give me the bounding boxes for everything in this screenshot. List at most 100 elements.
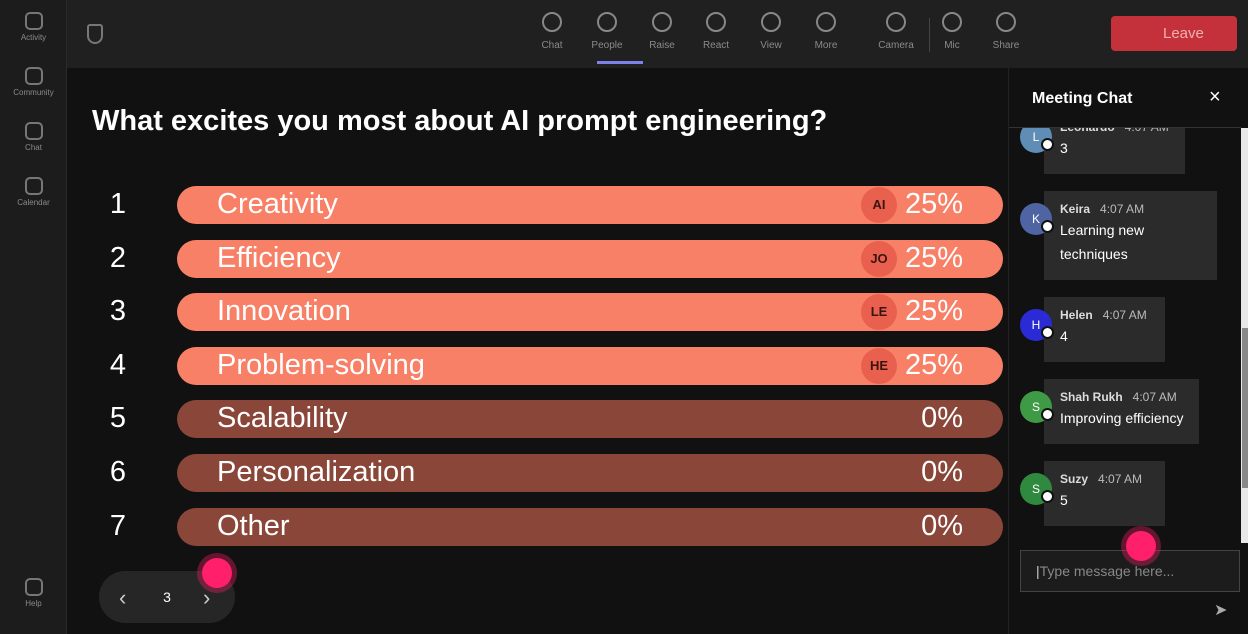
send-button[interactable]: ➤: [1214, 602, 1228, 619]
toolbar-icon: [597, 12, 617, 32]
toolbar-label: Chat: [541, 40, 563, 51]
chat-title: Meeting Chat: [1032, 90, 1133, 107]
option-number: 6: [109, 456, 127, 488]
rail-icon: [24, 122, 43, 140]
toolbar-label: People: [591, 40, 623, 51]
sender: Leonardo 4:07 AM: [1060, 127, 1169, 134]
toolbar-button[interactable]: Share: [981, 12, 1031, 51]
rail-icon: [24, 578, 43, 596]
toolbar-label: More: [814, 40, 838, 51]
option-number: 7: [109, 509, 127, 542]
message-bubble: Keira 4:07 AM Learning new techniques: [1044, 191, 1217, 280]
rail-item[interactable]: Activity: [0, 12, 67, 42]
message-text: Learning new techniques: [1060, 222, 1145, 262]
option-label: Efficiency: [217, 241, 341, 274]
scrollbar: [1241, 128, 1248, 543]
timestamp: 4:07 AM: [1132, 390, 1177, 404]
toolbar-label: Mic: [944, 40, 960, 51]
message-list: L Leonardo 4:07 AM 3 K Keira 4:07 AM Learning n…: [1009, 127, 1241, 543]
toolbar-icon: [942, 12, 962, 32]
toolbar-button[interactable]: More: [801, 12, 851, 51]
option-number: 5: [109, 402, 127, 435]
option-percent: 25%: [904, 348, 963, 381]
message-text: Improving efficiency: [1060, 410, 1184, 426]
option-bar[interactable]: Personalization 0%: [177, 454, 1003, 492]
toolbar-button[interactable]: Camera: [871, 12, 921, 51]
rail-item[interactable]: Community: [0, 67, 67, 97]
toolbar-button[interactable]: React: [691, 12, 741, 51]
sender-name: Helen: [1060, 308, 1093, 322]
rail-label: Activity: [20, 33, 47, 42]
toolbar-button[interactable]: View: [746, 12, 796, 51]
option-bar[interactable]: Other 0%: [177, 507, 1003, 546]
option-bar[interactable]: Innovation LE 25%: [177, 293, 1003, 332]
leave-button[interactable]: Leave: [1111, 16, 1237, 51]
poll-question: What excites you most about AI prompt en…: [92, 105, 828, 137]
toolbar-icon: [996, 12, 1016, 32]
rail-item[interactable]: Chat: [0, 122, 67, 152]
voter-avatar: AI: [861, 187, 897, 223]
option-bar[interactable]: Efficiency JO 25%: [177, 239, 1003, 278]
shield-icon: [87, 24, 103, 44]
option-number: 1: [109, 188, 127, 220]
divider: [929, 18, 930, 52]
chat-message: S Suzy 4:07 AM 5: [1009, 461, 1217, 526]
avatar: K: [1020, 203, 1054, 235]
chat-message: L Leonardo 4:07 AM 3: [1009, 127, 1217, 174]
timestamp: 4:07 AM: [1124, 127, 1169, 134]
rail-label: Chat: [25, 143, 42, 152]
voter-avatar: JO: [861, 240, 897, 277]
prev-button[interactable]: ‹: [119, 585, 127, 610]
toolbar-label: Raise: [649, 40, 675, 51]
avatar: L: [1020, 128, 1054, 153]
chat-message: K Keira 4:07 AM Learning new techniques: [1009, 191, 1217, 280]
next-button[interactable]: ›: [203, 585, 211, 610]
message-text: 4: [1060, 328, 1068, 344]
sender-name: Leonardo: [1060, 127, 1115, 134]
toolbar-label: View: [760, 40, 782, 51]
rail-label: Community: [13, 88, 54, 97]
option-label: Other: [217, 509, 290, 542]
toolbar: Chat People Raise React View More Camera Mic Sha…: [67, 0, 1248, 68]
app-rail: Activity Community Chat Calendar Help: [0, 0, 67, 634]
avatar: S: [1020, 391, 1054, 423]
avatar: S: [1020, 473, 1054, 505]
rail-label: Calendar: [17, 198, 50, 207]
message-bubble: Shah Rukh 4:07 AM Improving efficiency: [1044, 379, 1200, 444]
message-bubble: Helen 4:07 AM 4: [1044, 297, 1165, 362]
message-bubble: Suzy 4:07 AM 5: [1044, 461, 1165, 526]
option-bar[interactable]: Scalability 0%: [177, 400, 1003, 439]
toolbar-button[interactable]: People: [582, 12, 632, 51]
chat-panel: Meeting Chat × L Leonardo 4:07 AM 3 K Keira 4:…: [1008, 68, 1248, 634]
toolbar-icon: [706, 12, 726, 32]
voter-avatar: HE: [861, 347, 897, 384]
sender: Keira 4:07 AM: [1060, 202, 1201, 216]
option-label: Problem-solving: [217, 348, 425, 381]
toolbar-icon: [886, 12, 906, 32]
toolbar-icon: [652, 12, 672, 32]
toolbar-button[interactable]: Raise: [637, 12, 687, 51]
timestamp: 4:07 AM: [1102, 308, 1147, 322]
toolbar-icon: [542, 12, 562, 32]
toolbar-label: React: [702, 40, 730, 51]
close-button[interactable]: ×: [1209, 86, 1221, 108]
toolbar-button[interactable]: Mic: [927, 12, 977, 51]
placeholder: Type message here...: [1039, 563, 1175, 579]
option-label: Creativity: [217, 188, 338, 220]
rail-item[interactable]: Help: [0, 578, 67, 608]
toolbar-button[interactable]: Chat: [527, 12, 577, 51]
option-bar[interactable]: Creativity AI 25%: [177, 186, 1003, 224]
option-percent: 25%: [904, 241, 963, 274]
toolbar-icon: [761, 12, 781, 32]
sender: Shah Rukh 4:07 AM: [1060, 390, 1183, 404]
rail-item[interactable]: Calendar: [0, 177, 67, 207]
sender-name: Keira: [1060, 202, 1091, 216]
sender-name: Suzy: [1060, 472, 1089, 486]
option-bar[interactable]: Problem-solving HE 25%: [177, 346, 1003, 385]
toolbar-label: Camera: [878, 40, 914, 51]
page-number: 3: [163, 589, 171, 605]
message-text: 5: [1060, 492, 1068, 508]
timestamp: 4:07 AM: [1100, 202, 1145, 216]
chat-message: H Helen 4:07 AM 4: [1009, 297, 1217, 362]
